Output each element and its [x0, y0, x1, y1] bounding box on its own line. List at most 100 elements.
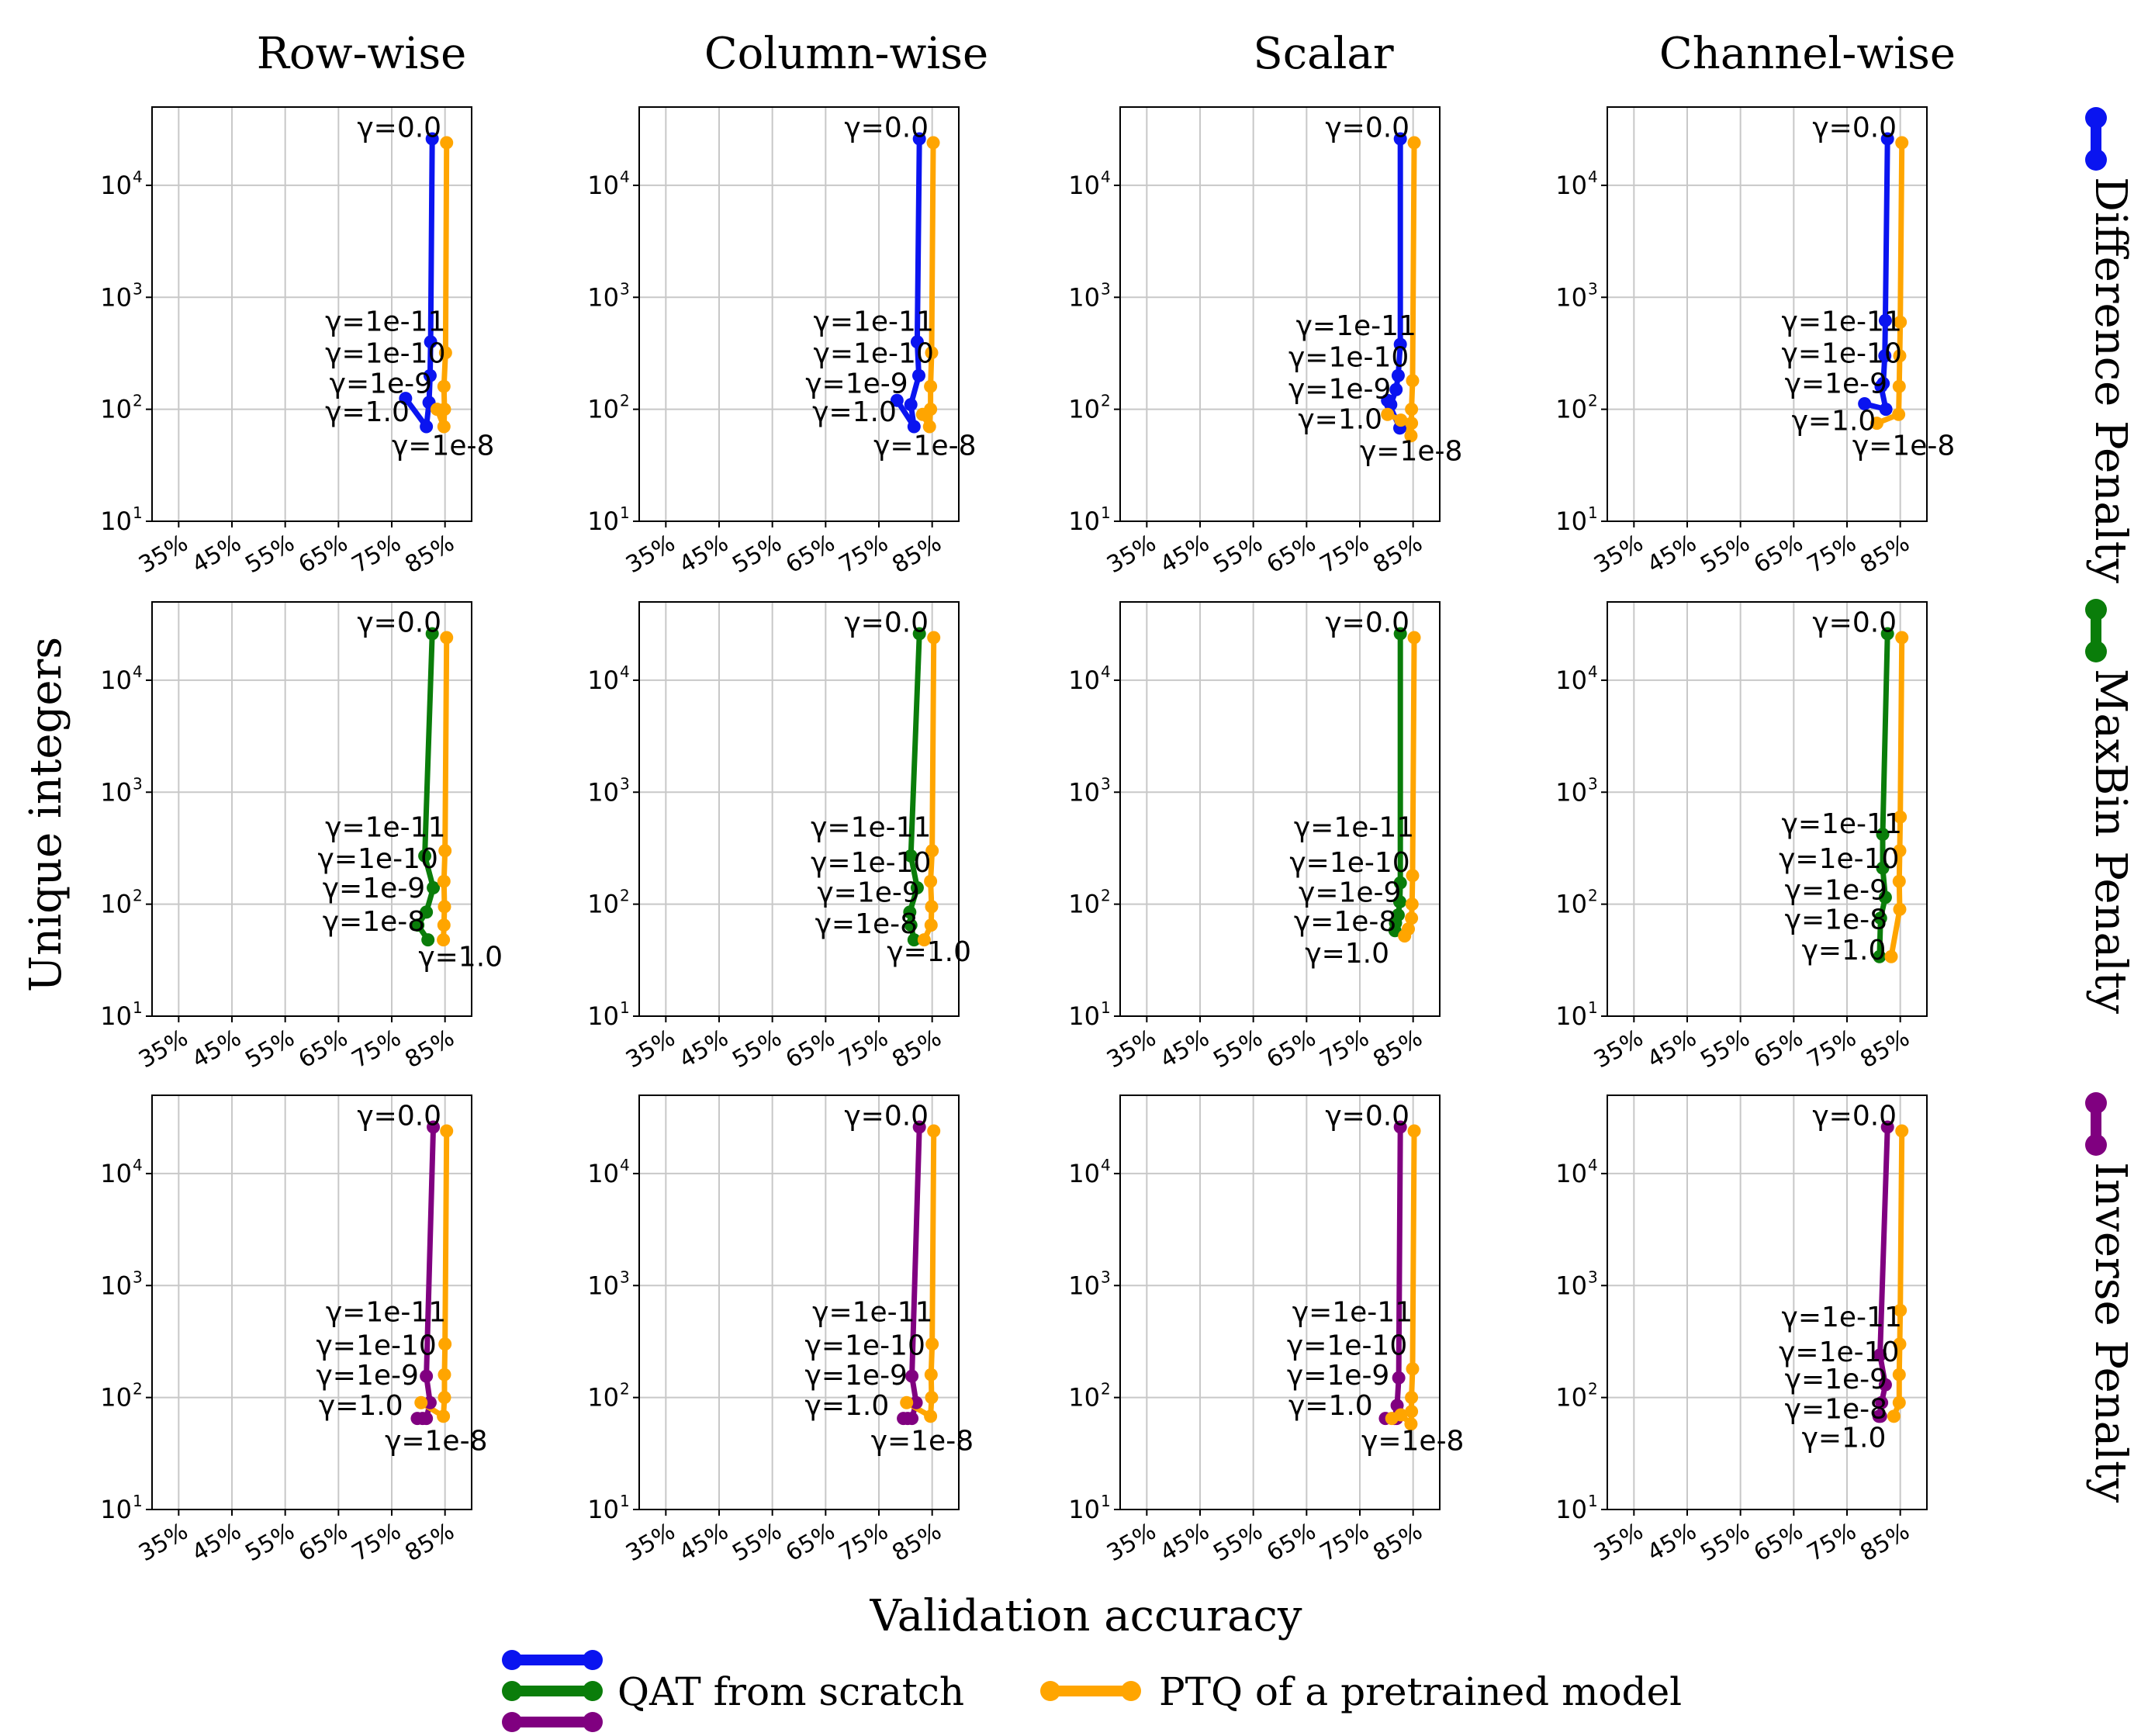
x-tick-label: 85%	[400, 1025, 458, 1074]
ptq-point	[1894, 810, 1908, 824]
x-tick-label: 65%	[1749, 1518, 1807, 1568]
row-title-difference-text: Difference Penalty	[2085, 177, 2136, 583]
x-tick-label: 75%	[348, 1025, 406, 1074]
y-tick-exponent: 3	[133, 774, 143, 793]
qat-point	[423, 368, 437, 382]
ptq-point	[925, 1391, 939, 1405]
gamma-annotation: γ=1e-8	[1852, 431, 1955, 462]
qat-point	[904, 849, 918, 863]
gamma-annotation: γ=1e-8	[1294, 906, 1396, 938]
gamma-annotation: γ=0.0	[357, 112, 441, 144]
x-tick-label: 65%	[294, 530, 352, 579]
ptq-point	[1404, 429, 1418, 443]
y-tick-label: 10	[100, 890, 132, 919]
gamma-annotation: γ=1e-11	[1782, 306, 1902, 338]
qat-point	[910, 335, 924, 349]
ptq-point	[1398, 929, 1412, 943]
qat-point	[910, 881, 924, 895]
x-tick-label: 65%	[1262, 530, 1320, 579]
y-tick-label: 10	[1555, 395, 1587, 424]
gamma-annotation: γ=1e-8	[815, 908, 918, 940]
x-tick-label: 75%	[835, 530, 893, 579]
gamma-annotation: γ=1e-10	[1779, 843, 1899, 875]
qat-point	[1876, 861, 1890, 875]
x-tick-label: 85%	[1856, 530, 1914, 579]
plot-frame	[151, 106, 472, 522]
y-tick-label: 10	[1068, 666, 1100, 695]
qat-point	[1393, 132, 1407, 146]
gamma-annotation: γ=1e-10	[1779, 1337, 1899, 1368]
x-tick-label: 55%	[240, 1025, 299, 1074]
y-tick-label: 10	[587, 507, 619, 536]
qat-point	[1873, 949, 1887, 963]
y-tick-exponent: 1	[620, 1492, 630, 1510]
y-tick-exponent: 3	[620, 279, 630, 298]
qat-point	[416, 1412, 430, 1426]
ptq-point	[1892, 874, 1906, 888]
x-tick-label: 75%	[1316, 530, 1374, 579]
y-tick-label: 10	[587, 666, 619, 695]
ptq-point	[1406, 869, 1420, 883]
legend-qat-inverse-swatch	[502, 1712, 603, 1732]
x-tick-label: 35%	[1589, 1518, 1648, 1568]
x-tick-label: 55%	[1209, 1518, 1267, 1568]
gamma-annotation: γ=1e-8	[1785, 1394, 1887, 1426]
gamma-annotation: γ=0.0	[1812, 607, 1897, 639]
x-tick-label: 45%	[675, 1518, 733, 1568]
y-tick-exponent: 1	[1588, 503, 1598, 522]
x-tick-label: 45%	[1156, 530, 1214, 579]
gamma-annotation: γ=0.0	[844, 112, 929, 144]
x-tick-label: 85%	[1856, 1518, 1914, 1568]
qat-point	[421, 933, 435, 947]
qat-point	[912, 132, 926, 146]
ptq-point	[1892, 1368, 1906, 1382]
gamma-annotation: γ=1e-11	[1296, 310, 1416, 342]
ptq-point	[925, 1337, 939, 1351]
gamma-annotation: γ=1.0	[325, 396, 410, 428]
x-tick-label: 45%	[1643, 1025, 1701, 1074]
ptq-point	[440, 631, 454, 645]
y-tick-exponent: 2	[133, 1380, 143, 1399]
ptq-point	[438, 1337, 452, 1351]
gamma-annotation: γ=1e-11	[326, 1296, 446, 1328]
gamma-annotation: γ=1.0	[805, 1390, 890, 1422]
ptq-point	[1892, 379, 1906, 393]
ptq-point	[917, 933, 931, 947]
y-tick-exponent: 3	[1101, 1267, 1111, 1286]
plot-area	[152, 107, 472, 521]
row-title-inverse-text: Inverse Penalty	[2085, 1162, 2136, 1503]
y-tick-exponent: 3	[1101, 279, 1111, 298]
x-tick-label: 75%	[835, 1518, 893, 1568]
ptq-point	[924, 918, 938, 932]
gamma-annotation: γ=1.0	[1802, 935, 1887, 967]
plot-area	[1607, 107, 1927, 521]
qat-point	[1878, 890, 1892, 904]
y-tick-exponent: 2	[133, 392, 143, 410]
qat-point	[399, 392, 413, 406]
x-tick-label: 75%	[1803, 530, 1861, 579]
plot-area	[1120, 602, 1440, 1016]
qat-point	[1392, 1371, 1406, 1385]
qat-point	[909, 1395, 923, 1409]
y-tick-label: 10	[1555, 666, 1587, 695]
gamma-annotation: γ=1e-11	[812, 1296, 932, 1328]
column-titles: Row-wise Column-wise Scalar Channel-wise	[257, 29, 1956, 79]
qat-point	[890, 393, 904, 407]
qat-point	[1875, 1395, 1889, 1409]
qat-point	[905, 1369, 919, 1383]
gamma-annotation: γ=1e-9	[817, 877, 919, 909]
ptq-point	[924, 874, 938, 888]
x-tick-label: 35%	[621, 530, 680, 579]
ptq-point	[1887, 1409, 1901, 1423]
y-tick-exponent: 1	[1101, 1492, 1111, 1510]
x-tick-label: 65%	[1749, 530, 1807, 579]
y-tick-exponent: 4	[1588, 168, 1598, 186]
ptq-point	[414, 1395, 428, 1409]
qat-point	[912, 368, 925, 382]
x-tick-label: 55%	[1209, 530, 1267, 579]
y-tick-label: 10	[1555, 1271, 1587, 1300]
qat-point	[1381, 393, 1395, 407]
qat-point	[1880, 1120, 1894, 1134]
